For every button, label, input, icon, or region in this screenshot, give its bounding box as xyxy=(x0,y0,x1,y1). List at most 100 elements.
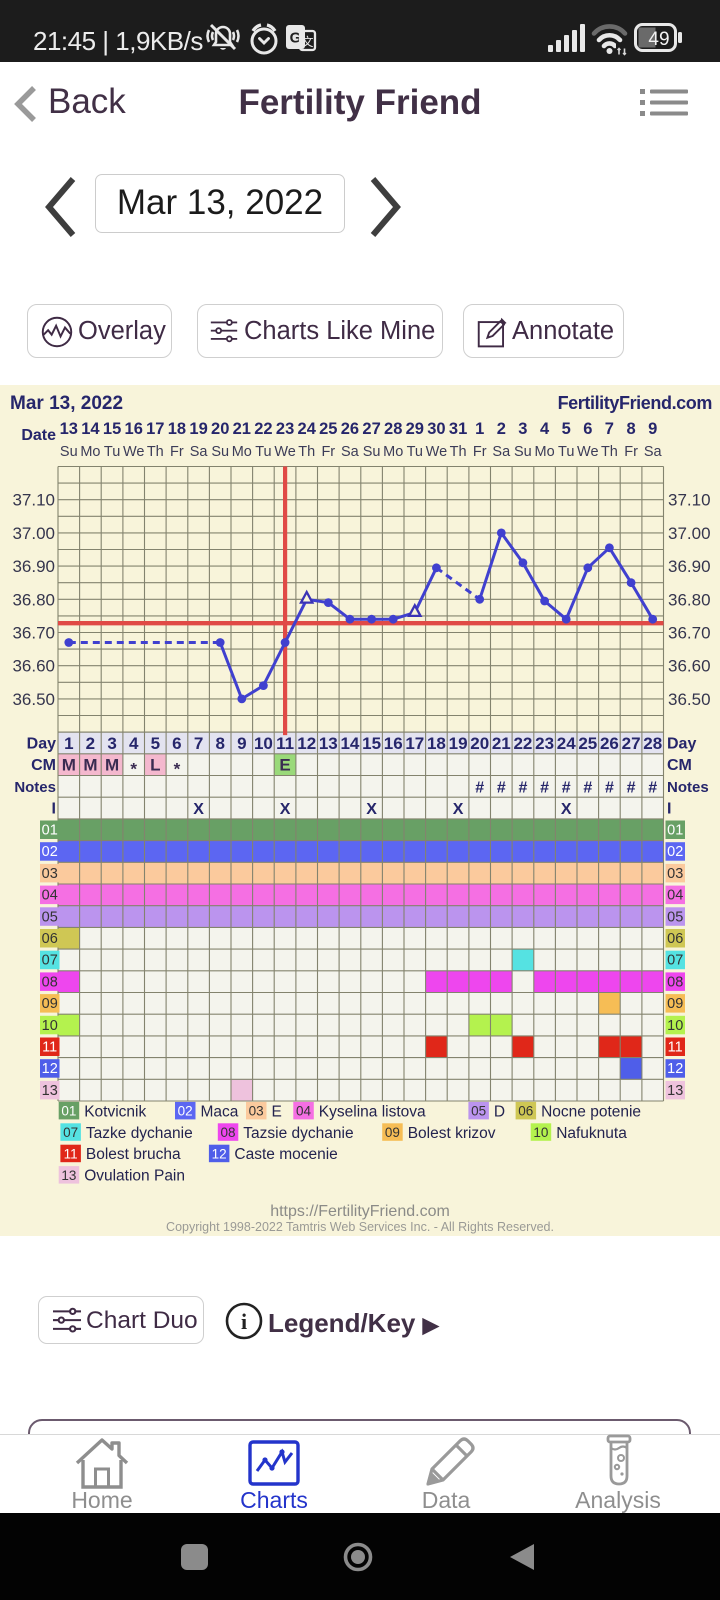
svg-text:36.70: 36.70 xyxy=(12,624,55,643)
svg-text:36.90: 36.90 xyxy=(12,557,55,576)
svg-text:6: 6 xyxy=(172,734,181,753)
svg-text:4: 4 xyxy=(540,420,550,438)
svg-text:We: We xyxy=(577,444,599,460)
svg-text:12: 12 xyxy=(297,734,316,753)
svg-text:08: 08 xyxy=(667,974,683,990)
svg-text:36.80: 36.80 xyxy=(668,590,711,609)
svg-text:07: 07 xyxy=(42,953,58,969)
svg-text:15: 15 xyxy=(362,734,381,753)
svg-text:08: 08 xyxy=(220,1125,235,1140)
svg-text:27: 27 xyxy=(622,734,641,753)
svg-text:Date: Date xyxy=(21,427,56,444)
svg-text:Th: Th xyxy=(450,444,467,460)
svg-text:Notes: Notes xyxy=(14,779,56,796)
svg-text:13: 13 xyxy=(667,1083,683,1099)
svg-text:Fr: Fr xyxy=(170,444,184,460)
svg-text:G: G xyxy=(290,30,302,47)
svg-text:02: 02 xyxy=(667,844,683,860)
svg-text:Th: Th xyxy=(601,444,618,460)
svg-text:4: 4 xyxy=(129,734,139,753)
svg-text:13: 13 xyxy=(319,734,338,753)
svg-text:13: 13 xyxy=(42,1083,58,1099)
svg-text:1: 1 xyxy=(64,734,73,753)
svg-text:12: 12 xyxy=(667,1061,683,1077)
svg-text:11: 11 xyxy=(42,1040,57,1056)
svg-text:31: 31 xyxy=(449,420,467,438)
svg-text:30: 30 xyxy=(427,420,445,438)
svg-text:20: 20 xyxy=(470,734,489,753)
svg-text:21: 21 xyxy=(233,420,251,438)
svg-text:36.50: 36.50 xyxy=(668,690,711,709)
svg-text:5: 5 xyxy=(562,420,571,438)
svg-text:3: 3 xyxy=(518,420,527,438)
svg-text:15: 15 xyxy=(103,420,121,438)
svg-text:04: 04 xyxy=(667,888,683,904)
svg-text:02: 02 xyxy=(178,1104,193,1119)
svg-text:8: 8 xyxy=(627,420,636,438)
svg-text:Mo: Mo xyxy=(232,444,252,460)
svg-text:X: X xyxy=(366,801,377,818)
svg-text:29: 29 xyxy=(406,420,424,438)
svg-text:7: 7 xyxy=(605,420,614,438)
svg-text:Tu: Tu xyxy=(558,444,574,460)
svg-text:36.50: 36.50 xyxy=(12,690,55,709)
svg-text:10: 10 xyxy=(254,734,273,753)
svg-text:05: 05 xyxy=(471,1104,486,1119)
svg-text:11: 11 xyxy=(64,1147,78,1162)
svg-text:Copyright 1998-2022 Tamtris We: Copyright 1998-2022 Tamtris Web Services… xyxy=(166,1220,554,1234)
svg-text:Tazsie dychanie: Tazsie dychanie xyxy=(243,1125,353,1142)
svg-text:05: 05 xyxy=(42,909,58,925)
svg-text:21: 21 xyxy=(492,734,511,753)
svg-text:3: 3 xyxy=(107,734,116,753)
svg-text:I: I xyxy=(667,801,671,818)
svg-text:X: X xyxy=(193,801,204,818)
svg-text:D: D xyxy=(494,1103,505,1120)
svg-text:Sa: Sa xyxy=(644,444,663,460)
svg-text:#: # xyxy=(562,779,571,796)
svg-text:36.70: 36.70 xyxy=(668,624,711,643)
svg-text:01: 01 xyxy=(42,823,58,839)
svg-text:9: 9 xyxy=(237,734,246,753)
svg-text:09: 09 xyxy=(667,996,683,1012)
svg-text:27: 27 xyxy=(362,420,380,438)
svg-text:26: 26 xyxy=(341,420,359,438)
svg-text:We: We xyxy=(123,444,145,460)
svg-text:Mar 13, 2022: Mar 13, 2022 xyxy=(10,393,123,414)
svg-text:04: 04 xyxy=(42,888,58,904)
svg-text:11: 11 xyxy=(276,734,294,753)
svg-text:06: 06 xyxy=(518,1104,533,1119)
svg-text:Sa: Sa xyxy=(492,444,511,460)
svg-text:28: 28 xyxy=(643,734,662,753)
svg-text:06: 06 xyxy=(42,931,58,947)
svg-text:13: 13 xyxy=(61,1168,76,1183)
svg-text:36.60: 36.60 xyxy=(12,657,55,676)
svg-text:03: 03 xyxy=(42,866,58,882)
svg-text:26: 26 xyxy=(600,734,619,753)
svg-text:6: 6 xyxy=(583,420,592,438)
svg-text:1: 1 xyxy=(475,420,484,438)
svg-text:M: M xyxy=(62,756,76,775)
svg-text:Fr: Fr xyxy=(321,444,335,460)
svg-text:20: 20 xyxy=(211,420,229,438)
svg-text:16: 16 xyxy=(125,420,143,438)
svg-text:36.90: 36.90 xyxy=(668,557,711,576)
svg-text:01: 01 xyxy=(61,1104,76,1119)
svg-text:Kyselina listova: Kyselina listova xyxy=(319,1103,426,1120)
svg-text:5: 5 xyxy=(151,734,160,753)
svg-text:19: 19 xyxy=(189,420,207,438)
svg-text:Mo: Mo xyxy=(535,444,555,460)
svg-text:36.80: 36.80 xyxy=(12,590,55,609)
svg-text:22: 22 xyxy=(254,420,272,438)
svg-text:Bolest brucha: Bolest brucha xyxy=(86,1146,181,1163)
svg-text:36.60: 36.60 xyxy=(668,657,711,676)
svg-text:Day: Day xyxy=(27,736,56,753)
svg-text:M: M xyxy=(105,756,119,775)
svg-text:X: X xyxy=(280,801,291,818)
svg-text:Mo: Mo xyxy=(80,444,100,460)
svg-text:Su: Su xyxy=(211,444,229,460)
svg-text:18: 18 xyxy=(168,420,186,438)
svg-text:#: # xyxy=(497,779,506,796)
svg-text:*: * xyxy=(130,760,137,779)
svg-text:Bolest krizov: Bolest krizov xyxy=(408,1125,496,1142)
svg-text:05: 05 xyxy=(667,909,683,925)
